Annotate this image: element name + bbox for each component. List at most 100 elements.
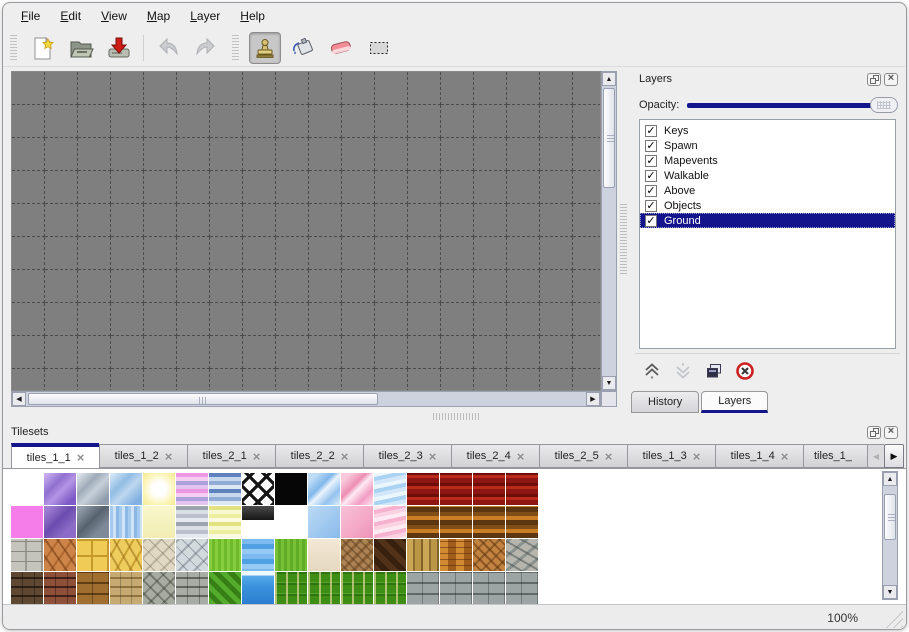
grid-cell[interactable] [309,336,342,369]
grid-cell[interactable] [12,270,45,303]
layer-row-mapevents[interactable]: ✓ Mapevents [640,153,895,168]
tab-close-icon[interactable]: × [780,448,789,464]
undo-button[interactable] [152,32,184,64]
tile-lightblue[interactable] [308,506,340,538]
grid-cell[interactable] [210,171,243,204]
grid-cell[interactable] [474,270,507,303]
grid-cell[interactable] [309,204,342,237]
grid-cell[interactable] [408,138,441,171]
menu-layer[interactable]: Layer [190,9,221,23]
close-panel-button[interactable]: × [884,72,898,86]
scroll-up-button[interactable]: ▲ [883,472,897,486]
grid-cell[interactable] [276,72,309,105]
tile-gray-brick-wall[interactable] [176,572,208,604]
tile-beige-cobblestone[interactable] [143,539,175,571]
tile-basket-weave[interactable] [440,539,472,571]
grid-cell[interactable] [177,171,210,204]
grid-cell[interactable] [111,303,144,336]
grid-cell[interactable] [441,369,474,390]
grid-cell[interactable] [78,72,111,105]
horizontal-splitter[interactable] [3,412,906,421]
grid-cell[interactable] [243,138,276,171]
menu-file[interactable]: File [21,9,41,23]
grid-cell[interactable] [243,270,276,303]
grid-cell[interactable] [474,237,507,270]
grid-cell[interactable] [45,72,78,105]
grid-cell[interactable] [441,204,474,237]
tile-silver-glass[interactable] [77,473,109,505]
grid-cell[interactable] [540,138,573,171]
tile-pink-streak[interactable] [341,473,373,505]
grid-cell[interactable] [210,204,243,237]
grid-cell[interactable] [375,105,408,138]
tab-layers[interactable]: Layers [701,391,769,413]
tab-close-icon[interactable]: × [516,448,525,464]
grid-cell[interactable] [408,204,441,237]
grid-cell[interactable] [408,105,441,138]
vertical-scroll-thumb[interactable] [603,88,615,188]
grid-cell[interactable] [78,270,111,303]
tile-terracotta-stones[interactable] [44,539,76,571]
tab-history[interactable]: History [631,391,700,413]
eraser-tool-button[interactable] [325,32,357,64]
grid-cell[interactable] [144,303,177,336]
grid-cell[interactable] [375,237,408,270]
tile-gray-stripes[interactable] [176,506,208,538]
grid-cell[interactable] [45,336,78,369]
grid-cell[interactable] [177,303,210,336]
grid-cell[interactable] [507,138,540,171]
grid-cell[interactable] [78,237,111,270]
grid-cell[interactable] [177,72,210,105]
tile-empty-white[interactable] [275,506,307,538]
tab-scroll-left-button[interactable]: ◀ [867,444,884,468]
layer-visibility-checkbox[interactable]: ✓ [645,184,657,197]
layer-row-ground[interactable]: ✓ Ground [640,213,895,228]
grid-cell[interactable] [144,270,177,303]
menu-map[interactable]: Map [146,9,171,23]
tile-gray-cobblestone[interactable] [176,539,208,571]
tile-grass-flower-rows[interactable] [374,572,406,604]
tile-brown-bands[interactable] [473,506,505,538]
grid-cell[interactable] [144,72,177,105]
grid-cell[interactable] [573,138,600,171]
grid-cell[interactable] [540,270,573,303]
grid-cell[interactable] [507,105,540,138]
layer-visibility-checkbox[interactable]: ✓ [645,139,657,152]
grid-cell[interactable] [441,72,474,105]
grid-cell[interactable] [408,237,441,270]
grid-cell[interactable] [111,270,144,303]
grid-cell[interactable] [210,336,243,369]
tile-empty-white[interactable] [11,473,43,505]
grid-cell[interactable] [276,270,309,303]
grid-cell[interactable] [12,237,45,270]
scroll-left-button[interactable]: ◀ [12,392,26,406]
grid-cell[interactable] [441,303,474,336]
grid-cell[interactable] [375,72,408,105]
tile-blue-glass[interactable] [110,473,142,505]
grid-cell[interactable] [408,270,441,303]
layer-visibility-checkbox[interactable]: ✓ [645,154,657,167]
tile-dark-wood-diagonal[interactable] [374,539,406,571]
stamp-tool-button[interactable] [249,31,281,64]
tab-close-icon[interactable]: × [76,450,85,465]
grid-cell[interactable] [12,369,45,390]
grid-cell[interactable] [474,171,507,204]
layer-visibility-checkbox[interactable]: ✓ [645,199,657,212]
grid-cell[interactable] [573,171,600,204]
grid-cell[interactable] [375,336,408,369]
grid-cell[interactable] [441,138,474,171]
grid-cell[interactable] [78,105,111,138]
float-panel-button[interactable] [867,72,881,86]
grid-cell[interactable] [45,303,78,336]
tile-grass[interactable] [275,539,307,571]
grid-cell[interactable] [276,237,309,270]
grid-cell[interactable] [342,336,375,369]
float-panel-button[interactable] [867,425,881,439]
grid-cell[interactable] [342,171,375,204]
menu-help[interactable]: Help [240,9,265,23]
grid-cell[interactable] [342,369,375,390]
grid-cell[interactable] [342,72,375,105]
tileset-tab-tiles_2_5[interactable]: tiles_2_5 × [539,444,627,468]
grid-cell[interactable] [210,270,243,303]
grid-cell[interactable] [507,237,540,270]
